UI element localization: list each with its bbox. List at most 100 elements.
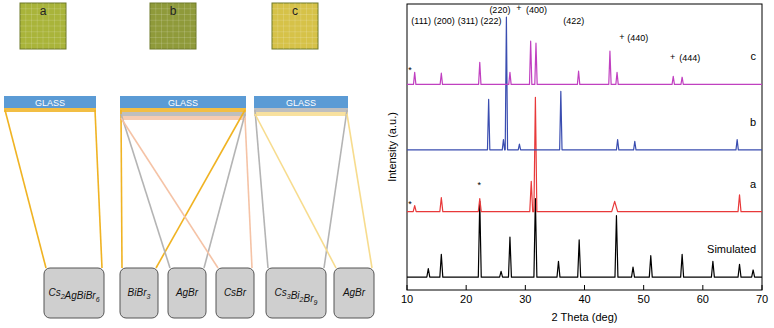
panel-label: c <box>292 4 298 18</box>
photo-grid <box>272 43 318 44</box>
film-layer <box>254 108 348 112</box>
photo-grid <box>150 37 196 38</box>
link-line <box>121 110 122 268</box>
xrd-trace <box>407 41 762 84</box>
photo-grid <box>272 26 318 27</box>
glass-substrate <box>254 96 348 108</box>
xrd-trace <box>407 198 762 277</box>
photo-grid <box>150 43 196 44</box>
x-tick <box>584 285 585 290</box>
photo-grid <box>20 31 66 32</box>
link-line <box>121 114 170 268</box>
annotation: * <box>408 199 412 209</box>
y-axis-title: Intensity (a.u.) <box>386 112 398 182</box>
glass-label: GLASS <box>168 98 198 108</box>
trace-label: b <box>750 116 756 128</box>
panel-label: a <box>40 4 47 18</box>
annotation: + <box>619 32 624 42</box>
photo-grid <box>20 26 66 27</box>
plot-frame <box>407 4 762 290</box>
photo-grid <box>20 43 66 44</box>
annotation: * <box>408 65 412 75</box>
sample-photo <box>150 3 196 49</box>
x-tick-label: 20 <box>460 293 472 305</box>
panel: a GLASS Cs2AgBiBr6 <box>4 3 104 318</box>
compound-label: BiBr3 <box>128 287 151 300</box>
photo-grid <box>184 3 185 49</box>
compound-box <box>334 268 374 318</box>
x-tick-label: 30 <box>519 293 531 305</box>
photo-grid <box>306 3 307 49</box>
photo-grid <box>60 3 61 49</box>
compound-label: Cs3Bi2Br9 <box>275 287 318 306</box>
compound-label: Cs2AgBiBr6 <box>48 287 99 303</box>
photo-grid <box>20 37 66 38</box>
trace-label: Simulated <box>707 243 756 255</box>
glass-label: GLASS <box>286 98 316 108</box>
figure: a GLASS Cs2AgBiBr6 b GLASS BiBr3 AgBr CsBr c GLAS… <box>0 0 774 328</box>
photo-grid <box>54 3 55 49</box>
link-line <box>204 114 245 268</box>
annotation: (311) <box>458 16 478 26</box>
compound-box <box>266 268 326 318</box>
photo-grid <box>150 31 196 32</box>
annotation: * <box>477 180 481 190</box>
compound-label: AgBr <box>175 287 199 298</box>
photo-grid <box>150 26 196 27</box>
sample-photo <box>272 3 318 49</box>
x-axis-title: 2 Theta (deg) <box>552 311 618 323</box>
x-tick-label: 40 <box>578 293 590 305</box>
annotation: (220) <box>489 5 510 15</box>
glass-label: GLASS <box>35 98 65 108</box>
x-tick <box>702 285 703 290</box>
annotation: (111) <box>411 16 431 26</box>
sample-photo <box>20 3 66 49</box>
film-layer <box>4 108 96 112</box>
glass-substrate <box>4 96 96 108</box>
link-line <box>324 110 347 268</box>
x-tick <box>643 285 644 290</box>
annotation: (400) <box>526 5 547 15</box>
trace-label: a <box>750 178 757 190</box>
link-line <box>121 118 218 268</box>
photo-grid <box>190 3 191 49</box>
compound-box <box>168 268 206 318</box>
annotation: + <box>516 3 521 13</box>
compound-label: AgBr <box>342 287 366 298</box>
x-tick-label: 10 <box>401 293 413 305</box>
link-line <box>255 114 336 268</box>
x-tick <box>525 285 526 290</box>
annotation: + <box>670 52 675 62</box>
x-tick <box>762 285 763 290</box>
x-tick-label: 60 <box>697 293 709 305</box>
link-line <box>347 114 372 268</box>
panel: c GLASS Cs3Bi2Br9 AgBr <box>254 3 374 318</box>
x-tick <box>407 285 408 290</box>
photo-grid <box>312 3 313 49</box>
chart: 10 20 30 40 50 60 70 2 Theta (deg) Intensity (a.… <box>386 3 768 323</box>
annotation: (222) <box>481 16 502 26</box>
link-line <box>95 110 102 268</box>
film-layer <box>120 116 246 120</box>
photo-grid <box>178 3 179 49</box>
x-tick <box>466 285 467 290</box>
x-tick-label: 70 <box>756 293 768 305</box>
film-layer <box>120 112 246 116</box>
panel: b GLASS BiBr3 AgBr CsBr <box>120 3 254 318</box>
annotation: (440) <box>627 33 648 43</box>
glass-substrate <box>120 96 246 108</box>
compound-label: CsBr <box>224 287 247 298</box>
annotation: (422) <box>563 16 584 26</box>
film-layer <box>254 112 348 116</box>
photo-grid <box>272 31 318 32</box>
panel-label: b <box>170 4 177 18</box>
trace-label: c <box>751 50 757 62</box>
link-line <box>245 118 252 268</box>
x-tick-label: 50 <box>638 293 650 305</box>
plot-area <box>407 17 762 277</box>
film-layer <box>120 108 246 112</box>
photo-grid <box>272 37 318 38</box>
compound-box <box>216 268 254 318</box>
link-line <box>5 110 46 268</box>
compound-box <box>44 268 104 318</box>
